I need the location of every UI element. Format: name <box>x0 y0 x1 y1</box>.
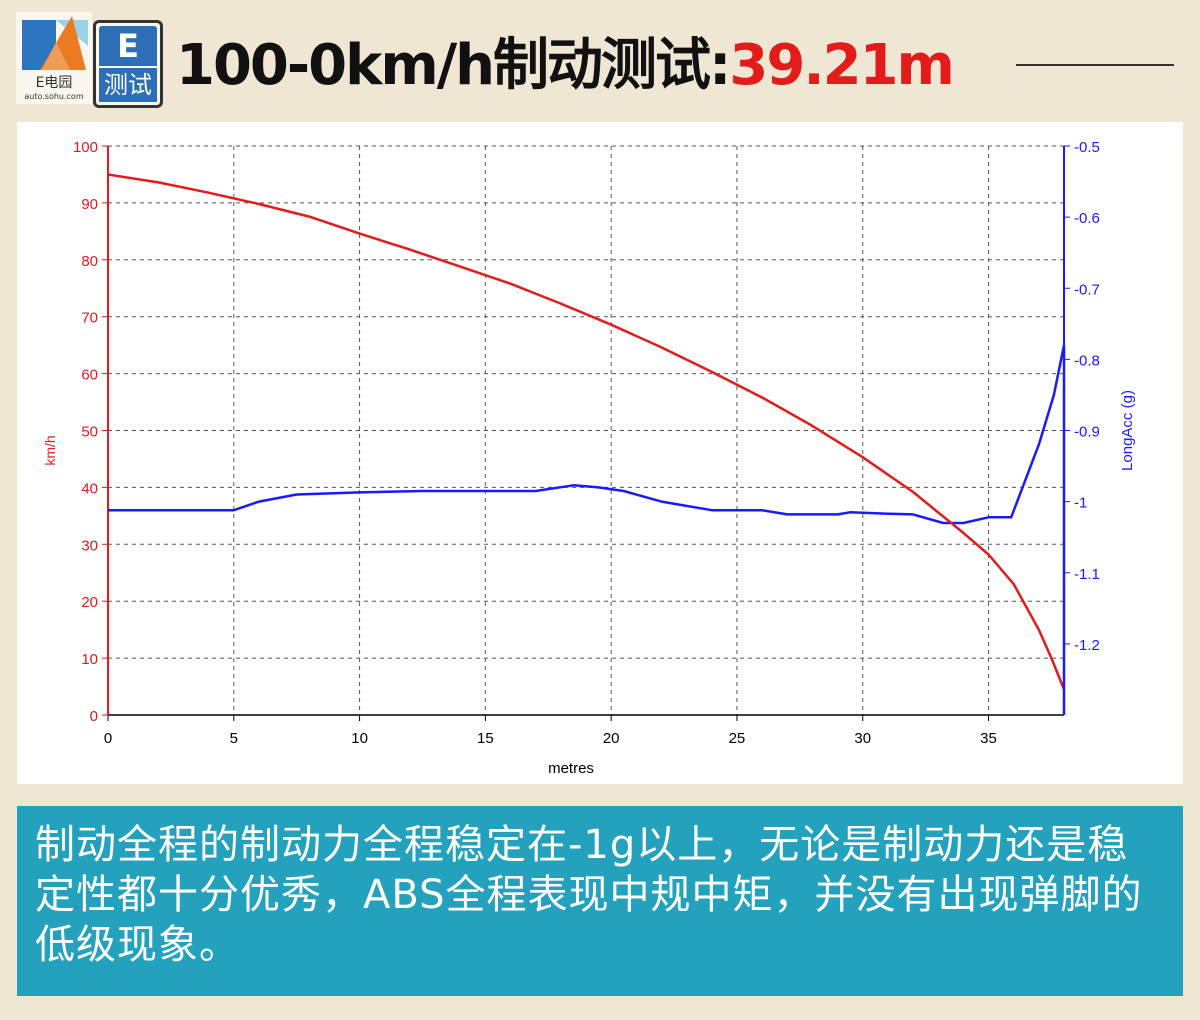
left-tick-label: 0 <box>90 708 98 725</box>
left-tick-label: 90 <box>81 196 98 213</box>
header-divider <box>1016 64 1174 66</box>
title-result: 39.21m <box>729 33 954 98</box>
braking-chart: 0 5 10 15 20 25 30 35 0 10 20 30 40 50 60 70 80 90 100 -0.5… <box>42 139 1136 777</box>
x-tick-label: 35 <box>980 730 997 747</box>
right-tick-label: -0.9 <box>1074 424 1100 441</box>
x-tick-label: 15 <box>477 730 494 747</box>
left-tick-label: 100 <box>73 139 98 156</box>
x-tick-label: 0 <box>104 730 112 747</box>
x-tick-label: 20 <box>603 730 620 747</box>
header: E电园 auto.sohu.com E 测试 100-0km/h制动测试:39.… <box>0 0 1200 118</box>
title-main: 100-0km/h制动测试: <box>176 33 731 98</box>
series-line-speed <box>107 173 1066 690</box>
x-tick-label: 25 <box>729 730 746 747</box>
left-tick-label: 10 <box>81 651 98 668</box>
right-tick-label: -0.5 <box>1074 139 1100 156</box>
x-axis-title: metres <box>548 760 594 777</box>
logo-site-text: auto.sohu.com <box>24 92 84 101</box>
right-tick-label: -1.1 <box>1074 566 1100 583</box>
badge-label: 测试 <box>99 68 157 102</box>
test-badge: E 测试 <box>93 20 163 108</box>
caption-box: 制动全程的制动力全程稳定在-1g以上，无论是制动力还是稳定性都十分优秀，ABS全… <box>17 806 1183 996</box>
logo-mark-icon <box>22 16 88 70</box>
left-axis-title: km/h <box>42 435 58 465</box>
caption-text: 制动全程的制动力全程稳定在-1g以上，无论是制动力还是稳定性都十分优秀，ABS全… <box>35 822 1143 968</box>
x-tick-label: 10 <box>351 730 368 747</box>
right-tick-label: -1 <box>1074 495 1087 512</box>
left-tick-label: 70 <box>81 310 98 327</box>
left-tick-label: 80 <box>81 253 98 270</box>
series-line-longacc <box>108 344 1066 525</box>
right-tick-label: -0.7 <box>1074 281 1100 298</box>
right-tick-label: -0.8 <box>1074 352 1100 369</box>
right-axis-title: LongAcc (g) <box>1119 390 1136 471</box>
page-title: 100-0km/h制动测试:39.21m <box>176 26 955 106</box>
right-tick-label: -1.2 <box>1074 637 1100 654</box>
right-tick-label: -0.6 <box>1074 210 1100 227</box>
left-tick-label: 40 <box>81 480 98 497</box>
x-tick-label: 30 <box>854 730 871 747</box>
chart-panel: 0 5 10 15 20 25 30 35 0 10 20 30 40 50 60 70 80 90 100 -0.5… <box>17 122 1183 784</box>
logo-brand-text: E电园 <box>35 75 73 91</box>
left-tick-label: 30 <box>81 537 98 554</box>
sohu-auto-logo: E电园 auto.sohu.com <box>16 12 92 104</box>
badge-letter: E <box>99 26 157 66</box>
left-tick-label: 50 <box>81 424 98 441</box>
left-tick-label: 20 <box>81 594 98 611</box>
x-tick-label: 5 <box>230 730 238 747</box>
left-tick-label: 60 <box>81 367 98 384</box>
